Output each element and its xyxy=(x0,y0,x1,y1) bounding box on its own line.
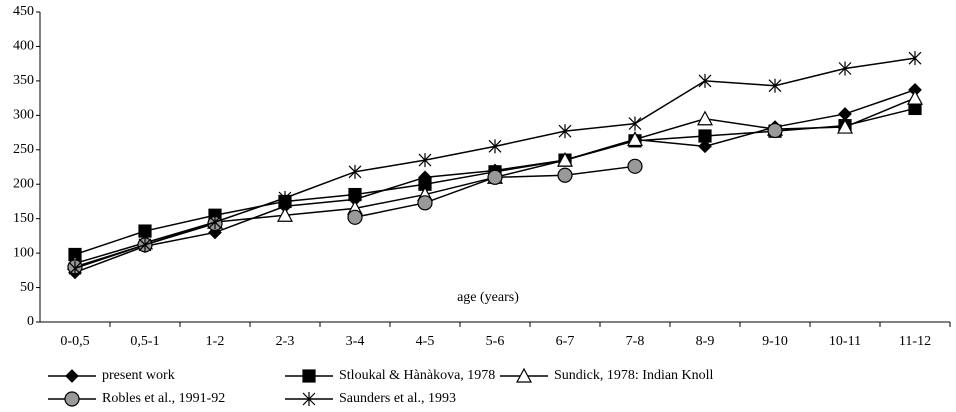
y-tick-label: 350 xyxy=(13,73,34,88)
marker xyxy=(65,369,79,383)
marker xyxy=(208,215,222,230)
marker xyxy=(557,167,573,183)
y-tick-label: 300 xyxy=(13,108,34,123)
x-tick-label: 6-7 xyxy=(556,334,575,349)
marker xyxy=(64,391,80,407)
y-tick-label: 200 xyxy=(13,176,34,191)
x-tick-label: 4-5 xyxy=(416,334,435,349)
x-tick-label: 11-12 xyxy=(899,334,931,349)
y-tick-label: 400 xyxy=(13,39,34,54)
marker xyxy=(488,139,502,154)
marker xyxy=(627,158,643,174)
marker xyxy=(628,116,642,131)
marker xyxy=(302,369,316,383)
marker xyxy=(348,187,362,202)
x-tick-label: 5-6 xyxy=(486,334,505,349)
marker xyxy=(68,261,82,276)
marker xyxy=(836,118,854,134)
legend-label: present work xyxy=(102,368,175,383)
x-tick-label: 9-10 xyxy=(762,334,788,349)
marker xyxy=(906,89,924,105)
marker xyxy=(908,51,922,66)
marker xyxy=(698,129,712,143)
marker xyxy=(348,164,362,179)
x-tick-label: 3-4 xyxy=(346,334,365,349)
marker xyxy=(278,191,292,205)
legend-label: Stloukal & Hànàkova, 1978 xyxy=(339,368,495,383)
annotation: age (years) xyxy=(457,290,519,305)
y-tick-label: 450 xyxy=(13,4,34,19)
marker xyxy=(347,209,363,225)
marker xyxy=(696,110,714,126)
y-tick-label: 100 xyxy=(13,245,34,260)
series-line xyxy=(74,57,916,269)
x-tick-label: 7-8 xyxy=(626,334,645,349)
marker xyxy=(487,169,503,185)
x-tick-label: 8-9 xyxy=(696,334,715,349)
marker xyxy=(767,122,783,139)
x-tick-label: 10-11 xyxy=(829,334,861,349)
marker xyxy=(838,61,852,76)
legend-label: Sundick, 1978: Indian Knoll xyxy=(554,368,714,383)
marker xyxy=(838,107,852,121)
marker xyxy=(768,78,782,93)
legend-label: Saunders et al., 1993 xyxy=(339,391,456,406)
y-tick-label: 250 xyxy=(13,142,34,157)
marker xyxy=(515,367,533,383)
y-tick-label: 150 xyxy=(13,211,34,226)
x-tick-label: 2-3 xyxy=(276,334,295,349)
x-tick-label: 1-2 xyxy=(206,334,225,349)
x-tick-label: 0-0,5 xyxy=(60,334,89,349)
marker xyxy=(626,131,644,147)
y-tick-label: 50 xyxy=(20,280,34,295)
marker xyxy=(698,73,712,88)
marker xyxy=(698,139,712,154)
marker xyxy=(208,225,222,240)
x-tick-label: 0,5-1 xyxy=(130,334,159,349)
marker xyxy=(558,124,572,139)
y-tick-label: 0 xyxy=(27,314,34,329)
marker xyxy=(556,151,574,167)
marker xyxy=(276,206,294,222)
marker xyxy=(417,195,433,211)
marker xyxy=(138,237,152,252)
marker xyxy=(302,392,316,406)
legend-label: Robles et al., 1991-92 xyxy=(102,391,225,406)
marker xyxy=(418,153,432,168)
